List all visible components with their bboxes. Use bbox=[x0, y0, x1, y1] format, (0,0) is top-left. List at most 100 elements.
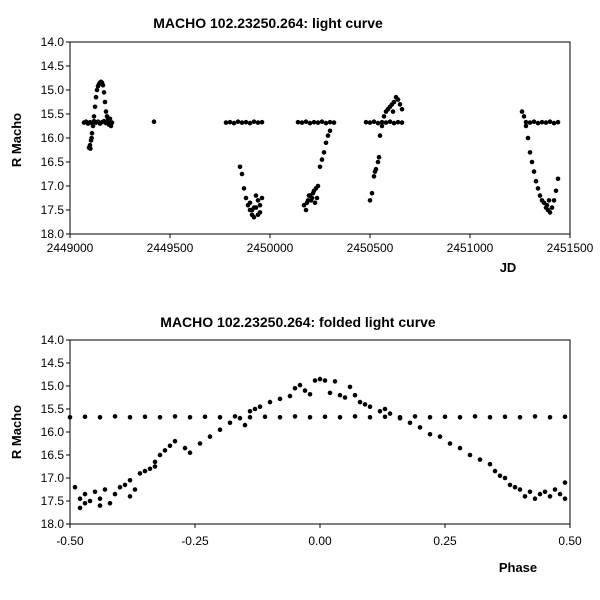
data-point bbox=[101, 90, 107, 95]
data-point bbox=[557, 491, 563, 497]
y-tick-label: 14.0 bbox=[41, 333, 65, 347]
data-point bbox=[237, 164, 243, 170]
data-point bbox=[391, 99, 397, 105]
data-point bbox=[457, 445, 463, 451]
data-point bbox=[88, 146, 93, 151]
data-point bbox=[395, 119, 401, 125]
data-point bbox=[531, 169, 537, 174]
data-point bbox=[72, 484, 78, 490]
data-point bbox=[376, 154, 382, 160]
data-point bbox=[375, 159, 381, 165]
data-point bbox=[555, 176, 561, 182]
data-point bbox=[331, 120, 337, 125]
data-point bbox=[417, 425, 423, 430]
data-point bbox=[103, 109, 109, 114]
data-point bbox=[327, 128, 333, 134]
light-curve-chart: MACHO 102.23250.264: light curve 14.014.… bbox=[9, 15, 594, 275]
data-point bbox=[467, 452, 473, 458]
data-point bbox=[317, 164, 323, 170]
data-point bbox=[519, 109, 525, 114]
y-tick-label: 15.0 bbox=[41, 83, 65, 97]
data-point bbox=[477, 457, 483, 462]
data-point bbox=[304, 200, 310, 206]
data-point bbox=[207, 434, 213, 439]
data-point bbox=[551, 120, 557, 126]
x-tick-label: 2451000 bbox=[447, 241, 494, 255]
x-tick-label: -0.25 bbox=[181, 534, 209, 548]
data-point bbox=[529, 159, 535, 165]
data-point bbox=[546, 198, 552, 203]
data-point bbox=[507, 482, 513, 488]
data-point bbox=[142, 414, 148, 420]
data-point bbox=[67, 415, 73, 420]
folded-light-curve-y-axis-title: R Macho bbox=[9, 405, 24, 459]
data-point bbox=[337, 415, 343, 420]
data-point bbox=[247, 200, 253, 206]
data-point bbox=[235, 119, 241, 124]
data-point bbox=[553, 188, 559, 194]
data-point bbox=[327, 119, 333, 125]
data-point bbox=[487, 415, 493, 420]
x-tick-label: 0.50 bbox=[558, 534, 582, 548]
data-point bbox=[239, 171, 245, 177]
data-point bbox=[92, 104, 98, 110]
data-point bbox=[112, 414, 118, 419]
data-point bbox=[308, 198, 314, 203]
data-point bbox=[512, 484, 518, 490]
data-point bbox=[303, 119, 309, 124]
data-point bbox=[157, 452, 163, 458]
y-tick-label: 17.5 bbox=[41, 494, 65, 508]
data-point bbox=[77, 505, 83, 511]
data-point bbox=[551, 198, 557, 203]
data-point bbox=[357, 399, 363, 405]
data-point bbox=[315, 183, 321, 189]
data-point bbox=[381, 114, 387, 119]
data-point bbox=[544, 202, 550, 208]
x-tick-label: 2449500 bbox=[147, 241, 194, 255]
data-point bbox=[352, 414, 358, 419]
data-point bbox=[487, 461, 493, 467]
data-point bbox=[562, 496, 568, 502]
data-point bbox=[292, 414, 298, 419]
data-point bbox=[319, 157, 325, 162]
data-point bbox=[127, 415, 133, 420]
data-point bbox=[307, 392, 313, 397]
data-point bbox=[537, 491, 543, 497]
data-point bbox=[243, 195, 249, 201]
y-tick-label: 17.5 bbox=[41, 203, 65, 217]
data-point bbox=[369, 190, 375, 196]
data-point bbox=[321, 150, 327, 155]
data-point bbox=[342, 395, 348, 400]
y-tick-label: 15.0 bbox=[41, 379, 65, 393]
data-point bbox=[347, 384, 353, 390]
data-point bbox=[227, 420, 233, 426]
data-point bbox=[182, 445, 188, 451]
x-tick-label: 0.00 bbox=[308, 534, 332, 548]
data-point bbox=[399, 106, 405, 112]
data-point bbox=[162, 448, 168, 453]
y-tick-label: 17.0 bbox=[41, 471, 65, 485]
data-point bbox=[371, 119, 377, 124]
data-point bbox=[523, 123, 529, 129]
data-point bbox=[497, 473, 503, 479]
data-point bbox=[532, 496, 538, 502]
y-tick-label: 16.0 bbox=[41, 131, 65, 145]
data-point bbox=[375, 120, 381, 126]
data-point bbox=[242, 422, 248, 428]
data-point bbox=[535, 186, 541, 191]
data-point bbox=[217, 427, 223, 433]
data-point bbox=[252, 406, 258, 412]
data-point bbox=[383, 120, 389, 125]
data-point bbox=[312, 200, 318, 206]
data-point bbox=[537, 193, 543, 198]
data-point bbox=[122, 482, 128, 488]
data-point bbox=[87, 498, 93, 504]
data-point bbox=[395, 97, 401, 102]
data-point bbox=[102, 99, 108, 105]
x-tick-label: 2450500 bbox=[347, 241, 394, 255]
data-point bbox=[317, 376, 323, 382]
data-point bbox=[243, 119, 249, 125]
data-point bbox=[277, 415, 283, 420]
light-curve-y-axis-title: R Macho bbox=[9, 113, 24, 167]
y-tick-label: 14.0 bbox=[41, 35, 65, 49]
